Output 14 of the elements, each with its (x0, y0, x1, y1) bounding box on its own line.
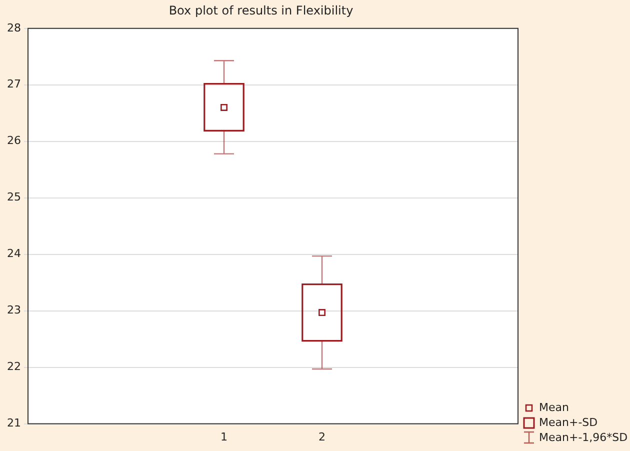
y-tick-label: 21 (6, 416, 21, 430)
y-tick-label: 27 (6, 78, 21, 91)
text: Mean+-1,96*SD (539, 431, 628, 444)
x-tick-label: 2 (318, 430, 326, 444)
text: Mean+-SD (539, 416, 598, 429)
chart-title: Box plot of results in Flexibility (168, 3, 354, 18)
y-tick-label: 28 (6, 21, 21, 34)
y-tick-label: 23 (6, 304, 21, 317)
x-tick-label: 1 (220, 430, 228, 444)
y-tick-label: 24 (6, 247, 21, 260)
y-tick-label: 26 (6, 134, 21, 148)
y-tick-label: 25 (6, 190, 21, 204)
y-tick-label: 22 (6, 360, 21, 374)
text: Mean (539, 401, 569, 414)
